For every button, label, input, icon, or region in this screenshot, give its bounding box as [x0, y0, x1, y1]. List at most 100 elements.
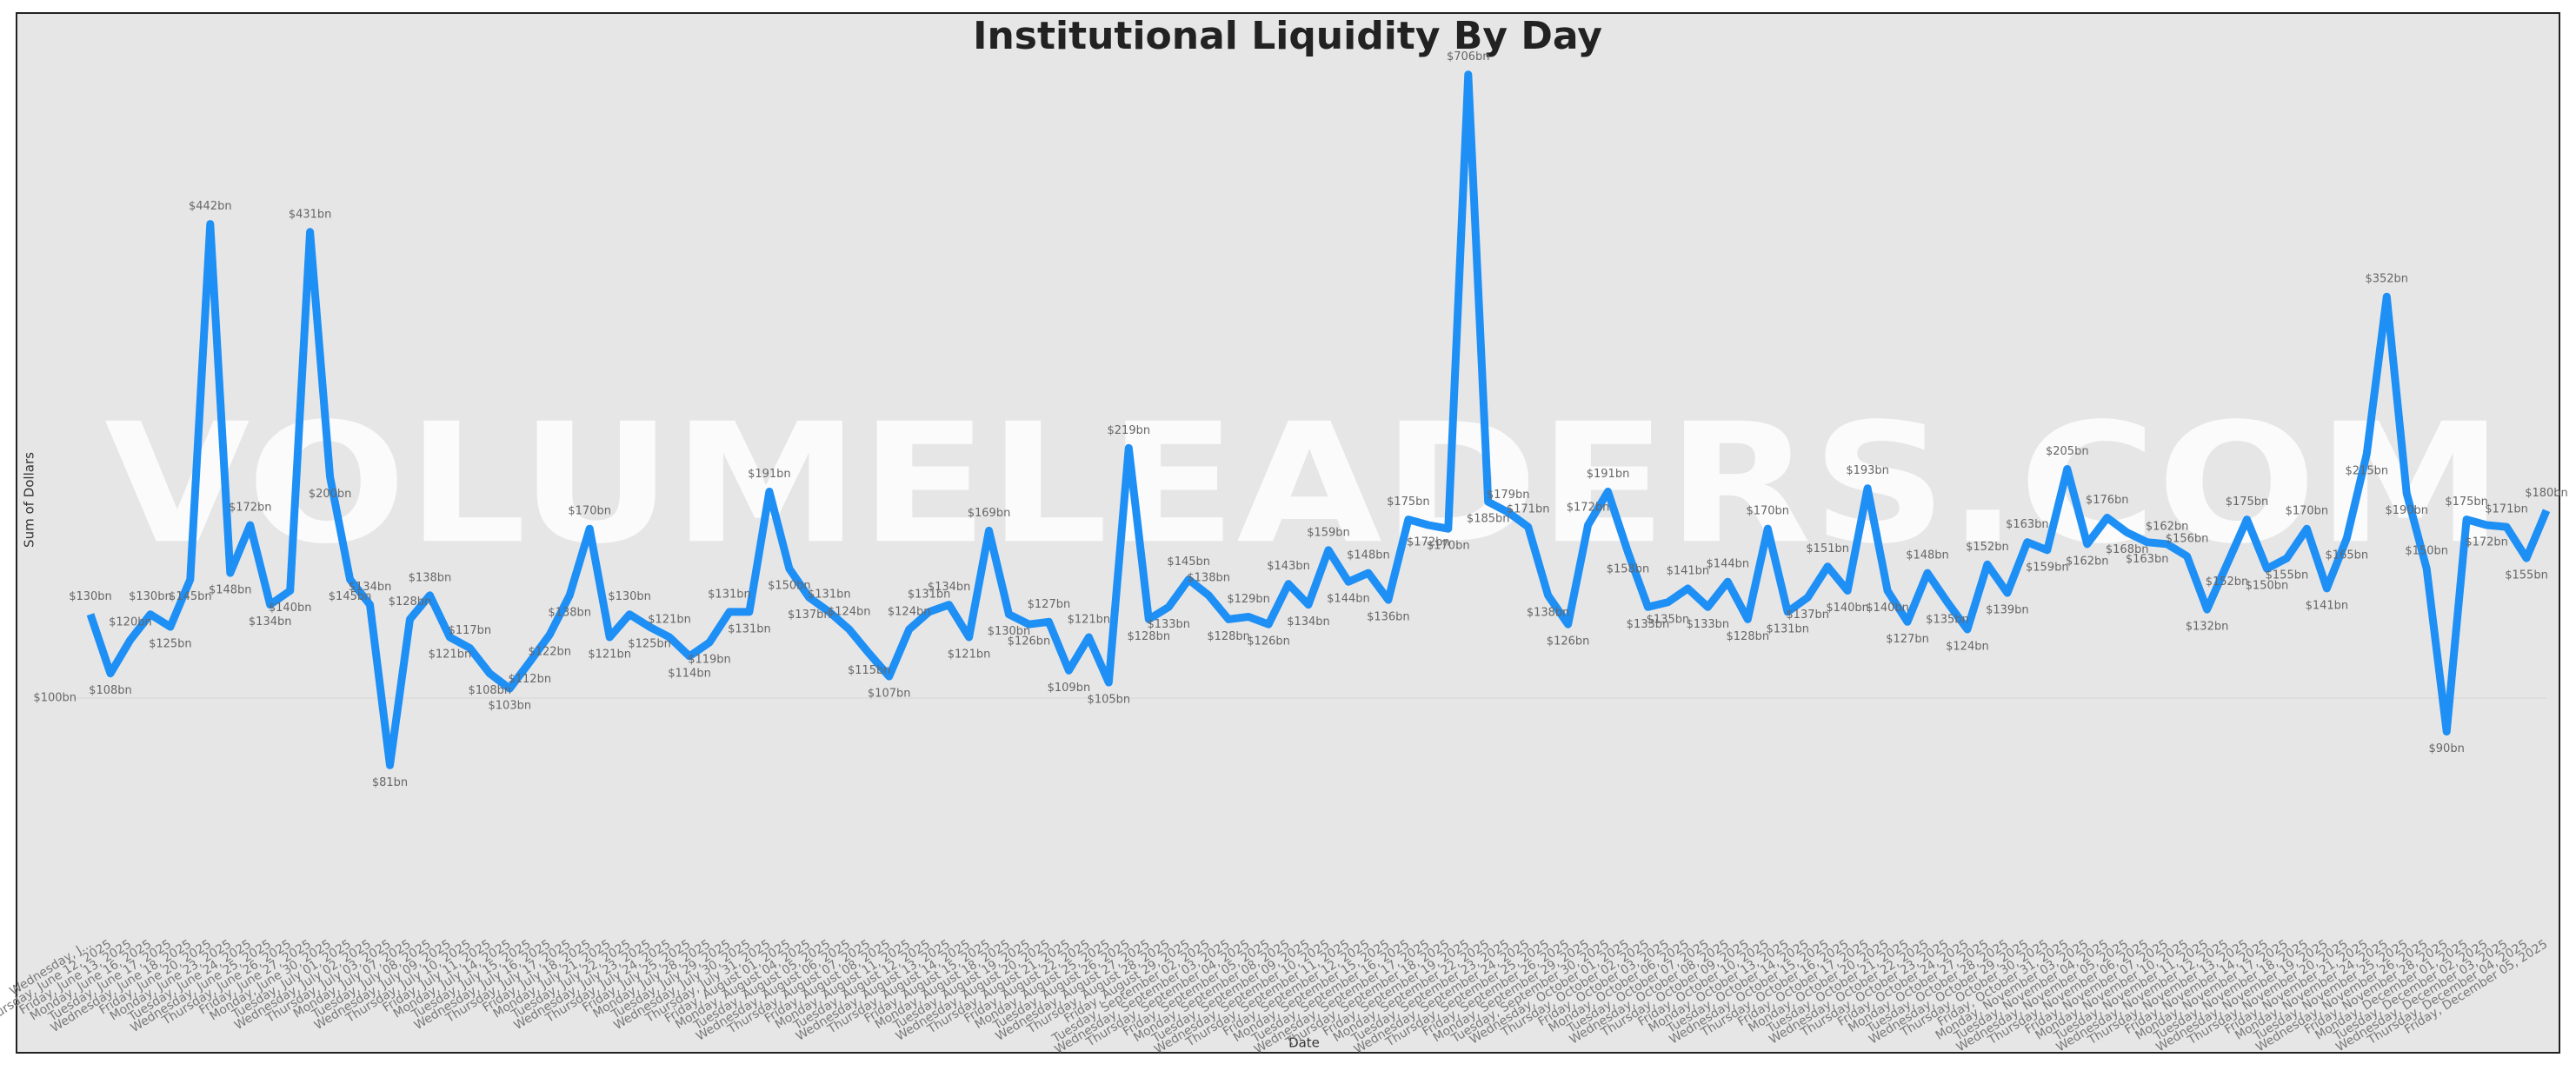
data-label: $180bn — [2525, 487, 2568, 500]
data-label: $150bn — [2405, 545, 2448, 558]
data-label: $190bn — [2385, 504, 2428, 517]
data-label: $138bn — [1527, 606, 1570, 619]
data-label: $141bn — [2306, 599, 2349, 612]
data-label: $117bn — [449, 624, 492, 637]
data-label: $134bn — [928, 581, 971, 594]
data-label: $131bn — [808, 588, 851, 601]
data-label: $156bn — [2166, 532, 2209, 545]
data-label: $133bn — [1687, 618, 1730, 631]
data-label: $185bn — [1467, 513, 1510, 526]
data-label: $141bn — [1667, 564, 1710, 577]
chart-title: Institutional Liquidity By Day — [973, 14, 1602, 58]
data-label: $352bn — [2365, 273, 2408, 286]
data-label: $170bn — [1427, 540, 1470, 553]
data-label: $135bn — [1926, 613, 1969, 626]
series-line — [86, 70, 2551, 769]
data-label: $148bn — [1347, 549, 1390, 562]
data-label: $137bn — [1786, 609, 1829, 622]
data-label: $107bn — [868, 688, 911, 701]
data-label: $138bn — [548, 606, 591, 619]
y-tick-label: $100bn — [33, 691, 77, 704]
data-label: $131bn — [1766, 622, 1809, 635]
data-label: $135bn — [1647, 613, 1690, 626]
y-axis-title: Sum of Dollars — [22, 452, 37, 548]
data-label: $175bn — [2445, 496, 2488, 509]
data-label: $170bn — [568, 505, 611, 518]
data-label: $159bn — [2026, 561, 2069, 574]
data-label: $152bn — [1966, 541, 2009, 554]
data-label: $176bn — [2086, 494, 2129, 507]
data-label: $139bn — [1986, 604, 2029, 617]
x-axis-title: Date — [1288, 1035, 1320, 1051]
data-label: $81bn — [372, 776, 408, 789]
data-label: $121bn — [948, 649, 991, 662]
data-label: $143bn — [1267, 560, 1310, 573]
data-label: $115bn — [848, 664, 891, 677]
data-label: $138bn — [409, 571, 452, 584]
data-label: $165bn — [2326, 549, 2369, 562]
data-label: $152bn — [2206, 575, 2249, 589]
data-label: $132bn — [2186, 621, 2229, 634]
data-label: $136bn — [1367, 611, 1410, 624]
data-label: $172bn — [1407, 536, 1450, 549]
data-label: $103bn — [489, 700, 532, 713]
data-label: $114bn — [668, 667, 711, 680]
data-label: $171bn — [1507, 503, 1550, 516]
data-label: $155bn — [2266, 569, 2309, 582]
data-label: $200bn — [309, 488, 352, 501]
data-label: $133bn — [1147, 618, 1190, 631]
data-label: $131bn — [728, 622, 771, 635]
data-label: $122bn — [528, 645, 571, 658]
data-label: $170bn — [1746, 505, 1789, 518]
data-label: $126bn — [1547, 635, 1590, 649]
data-label: $169bn — [968, 507, 1011, 520]
data-label: $144bn — [1327, 593, 1370, 606]
data-label: $191bn — [748, 468, 791, 481]
data-label: $706bn — [1447, 50, 1490, 63]
data-label: $145bn — [169, 590, 212, 603]
data-label: $130bn — [129, 590, 172, 603]
data-label: $163bn — [2126, 553, 2169, 566]
data-label: $215bn — [2346, 465, 2389, 478]
data-label: $124bn — [1946, 641, 1989, 654]
data-label: $140bn — [1826, 602, 1869, 615]
data-label: $124bn — [888, 606, 931, 619]
data-label: $128bn — [389, 595, 432, 609]
data-label: $151bn — [1806, 542, 1849, 555]
data-label: $442bn — [189, 200, 232, 213]
data-label: $138bn — [1187, 571, 1230, 584]
data-label: $130bn — [608, 590, 651, 603]
data-label: $148bn — [1906, 549, 1949, 562]
data-label: $179bn — [1487, 489, 1530, 502]
data-label: $140bn — [1866, 602, 1909, 615]
data-label: $150bn — [768, 580, 811, 593]
data-label: $126bn — [1008, 635, 1051, 649]
data-label: $133bn — [1627, 618, 1670, 631]
data-label: $172bn — [1567, 501, 1610, 514]
data-label: $134bn — [249, 615, 292, 629]
data-label: $205bn — [2046, 445, 2089, 458]
data-label: $431bn — [289, 208, 332, 221]
watermark: VOLUMELEADERS.COM — [104, 388, 2504, 580]
data-label: $108bn — [469, 684, 512, 697]
data-label: $90bn — [2429, 742, 2465, 755]
data-label: $108bn — [89, 684, 132, 697]
data-label: $112bn — [508, 673, 551, 686]
data-label: $134bn — [1287, 615, 1330, 629]
data-label: $121bn — [1068, 614, 1111, 627]
data-label: $128bn — [1207, 630, 1250, 643]
data-label: $119bn — [688, 654, 731, 667]
data-label: $120bn — [109, 616, 152, 629]
data-label: $131bn — [708, 588, 751, 601]
data-label: $158bn — [1607, 563, 1650, 576]
data-label: $125bn — [628, 638, 671, 651]
data-label: $145bn — [329, 590, 372, 603]
data-label: $130bn — [69, 590, 112, 603]
data-label: $140bn — [269, 602, 312, 615]
data-label: $131bn — [908, 588, 951, 601]
data-label: $191bn — [1587, 468, 1630, 481]
data-label: $127bn — [1886, 633, 1929, 646]
data-label: $105bn — [1088, 694, 1131, 707]
data-label: $171bn — [2485, 503, 2528, 516]
